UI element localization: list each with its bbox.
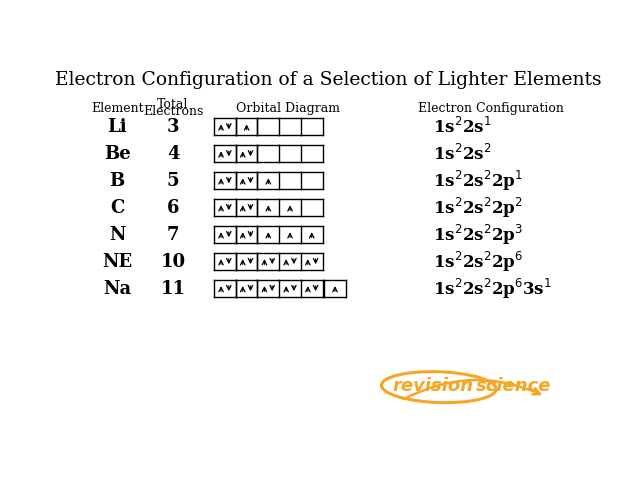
Text: revision: revision [392, 377, 473, 396]
Text: 1s$^2$2s$^2$2p$^6$: 1s$^2$2s$^2$2p$^6$ [433, 250, 523, 274]
Text: Total: Total [157, 97, 189, 111]
Text: Element: Element [91, 102, 143, 115]
Text: Electron Configuration: Electron Configuration [418, 102, 564, 115]
Text: science: science [476, 377, 552, 396]
Text: B: B [109, 172, 125, 190]
Text: Na: Na [103, 279, 131, 298]
Text: 1s$^2$2s$^2$2p$^6$3s$^1$: 1s$^2$2s$^2$2p$^6$3s$^1$ [433, 276, 552, 300]
Text: C: C [110, 199, 124, 217]
Text: 1s$^2$2s$^2$2p$^3$: 1s$^2$2s$^2$2p$^3$ [433, 223, 522, 247]
Text: 3: 3 [167, 118, 179, 136]
Text: 10: 10 [161, 252, 186, 271]
Text: 4: 4 [167, 145, 179, 163]
Text: 7: 7 [167, 226, 179, 244]
Text: Be: Be [104, 145, 131, 163]
Text: 1s$^2$2s$^2$: 1s$^2$2s$^2$ [433, 144, 491, 164]
Text: Li: Li [108, 118, 127, 136]
Text: 11: 11 [161, 279, 186, 298]
Text: Orbital Diagram: Orbital Diagram [236, 102, 340, 115]
Text: Electrons: Electrons [143, 105, 203, 119]
Text: 6: 6 [167, 199, 179, 217]
Text: 5: 5 [166, 172, 179, 190]
Text: NE: NE [102, 252, 132, 271]
Text: 1s$^2$2s$^2$2p$^1$: 1s$^2$2s$^2$2p$^1$ [433, 169, 522, 193]
Text: Electron Configuration of a Selection of Lighter Elements: Electron Configuration of a Selection of… [54, 72, 602, 89]
Text: 1s$^2$2s$^1$: 1s$^2$2s$^1$ [433, 117, 491, 137]
Text: 1s$^2$2s$^2$2p$^2$: 1s$^2$2s$^2$2p$^2$ [433, 196, 522, 220]
Text: N: N [109, 226, 125, 244]
